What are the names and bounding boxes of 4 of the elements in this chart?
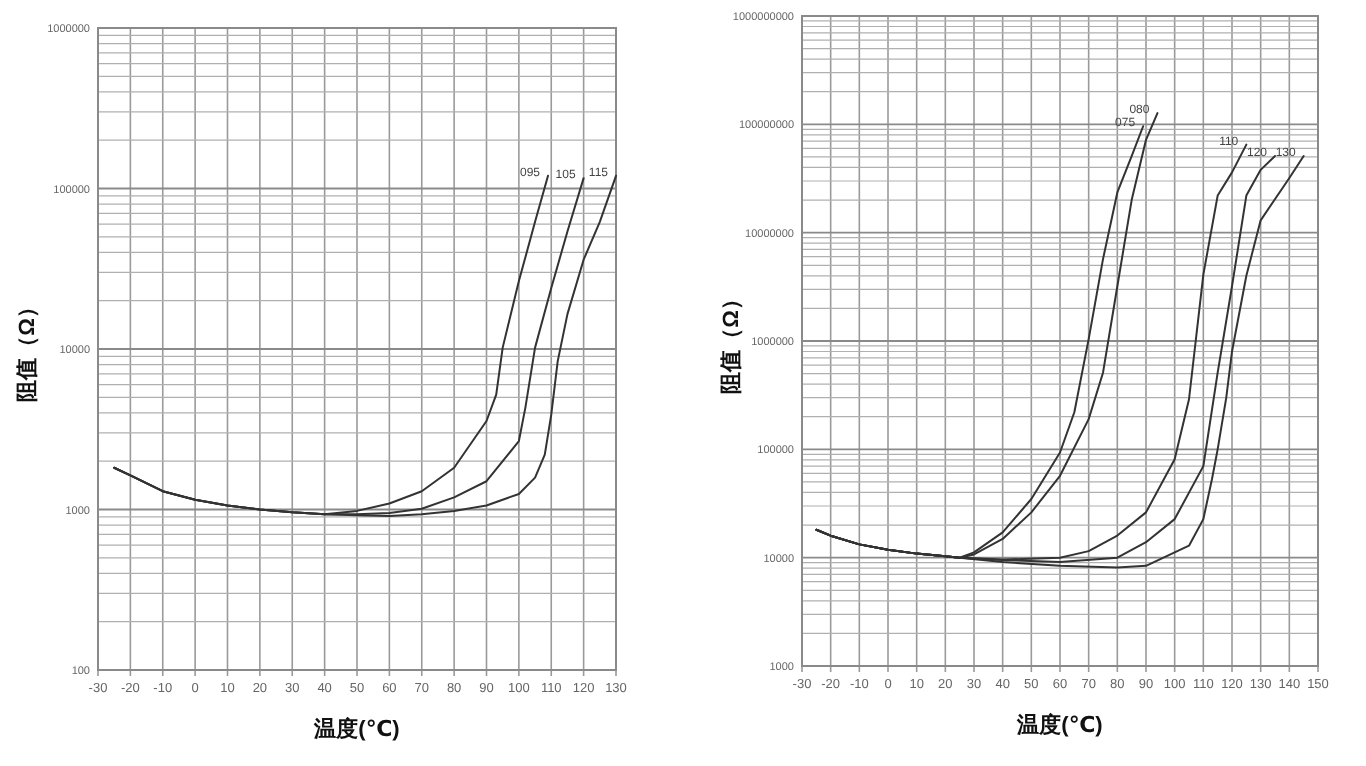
y-axis-title: 阻值（Ω） bbox=[720, 288, 744, 394]
x-axis-title: 温度(℃) bbox=[312, 716, 401, 742]
y-axis-title: 阻值（Ω） bbox=[16, 296, 40, 402]
x-axis-title: 温度(℃) bbox=[1015, 712, 1104, 738]
